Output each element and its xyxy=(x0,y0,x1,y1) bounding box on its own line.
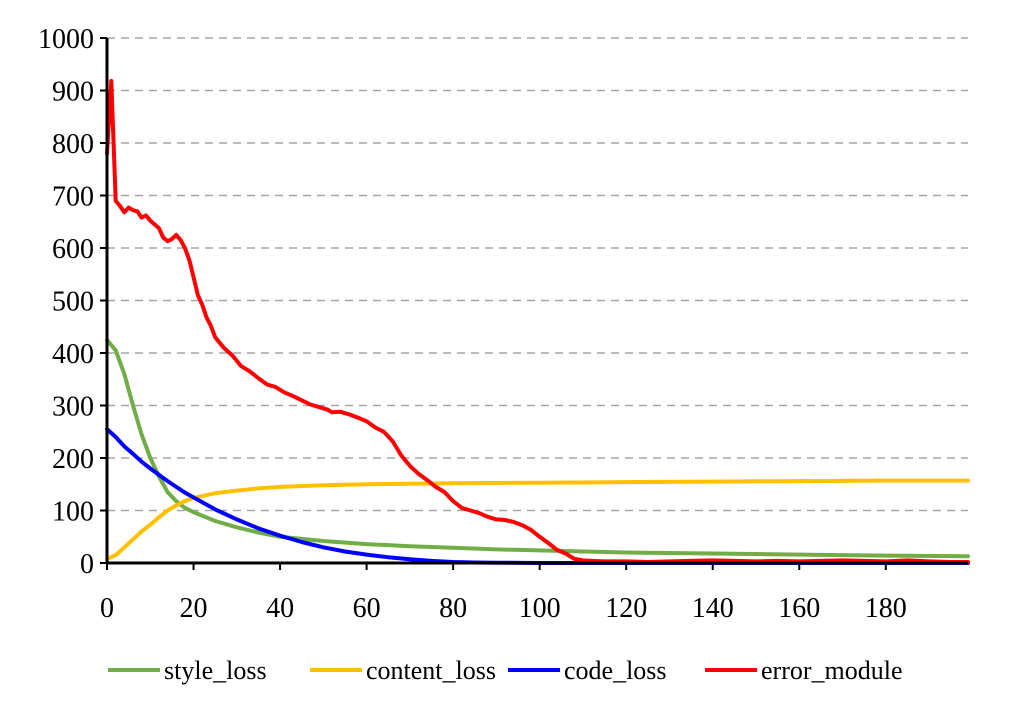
y-tick-label: 800 xyxy=(52,129,94,160)
legend-label-error-module: error_module xyxy=(761,656,903,685)
y-tick-label: 600 xyxy=(52,234,94,265)
legend-label-content-loss: content_loss xyxy=(366,656,496,685)
series-line-style-loss xyxy=(105,337,970,559)
y-tick-labels: 0 100 200 300 400 500 600 700 800 900 1000 xyxy=(38,24,107,580)
x-tick-label: 100 xyxy=(519,593,561,624)
y-tick-label: 400 xyxy=(52,339,94,370)
series-lines xyxy=(105,79,970,565)
x-tick-label: 180 xyxy=(865,593,907,624)
x-tick-label: 120 xyxy=(605,593,647,624)
y-tick-label: 500 xyxy=(52,287,94,318)
series-line-code-loss xyxy=(105,427,970,565)
y-tick-label: 100 xyxy=(52,497,94,528)
x-tick-label: 0 xyxy=(100,593,114,624)
y-tick-label: 300 xyxy=(52,392,94,423)
x-tick-label: 40 xyxy=(266,593,294,624)
y-tick-label: 1000 xyxy=(38,24,94,55)
x-tick-label: 80 xyxy=(439,593,467,624)
y-tick-label: 200 xyxy=(52,444,94,475)
legend: style_loss content_loss code_loss error_mod… xyxy=(108,656,903,685)
gridlines xyxy=(107,37,968,512)
legend-label-code-loss: code_loss xyxy=(564,656,667,685)
x-tick-label: 140 xyxy=(692,593,734,624)
series-line-content-loss xyxy=(105,478,970,561)
x-tick-label: 160 xyxy=(778,593,820,624)
y-tick-label: 0 xyxy=(80,549,94,580)
y-tick-label: 900 xyxy=(52,77,94,108)
x-tick-label: 60 xyxy=(353,593,381,624)
legend-label-style-loss: style_loss xyxy=(164,656,267,685)
y-tick-label: 700 xyxy=(52,182,94,213)
x-tick-label: 20 xyxy=(180,593,208,624)
x-tick-labels: 0 20 40 60 80 100 120 140 160 180 xyxy=(100,563,907,624)
